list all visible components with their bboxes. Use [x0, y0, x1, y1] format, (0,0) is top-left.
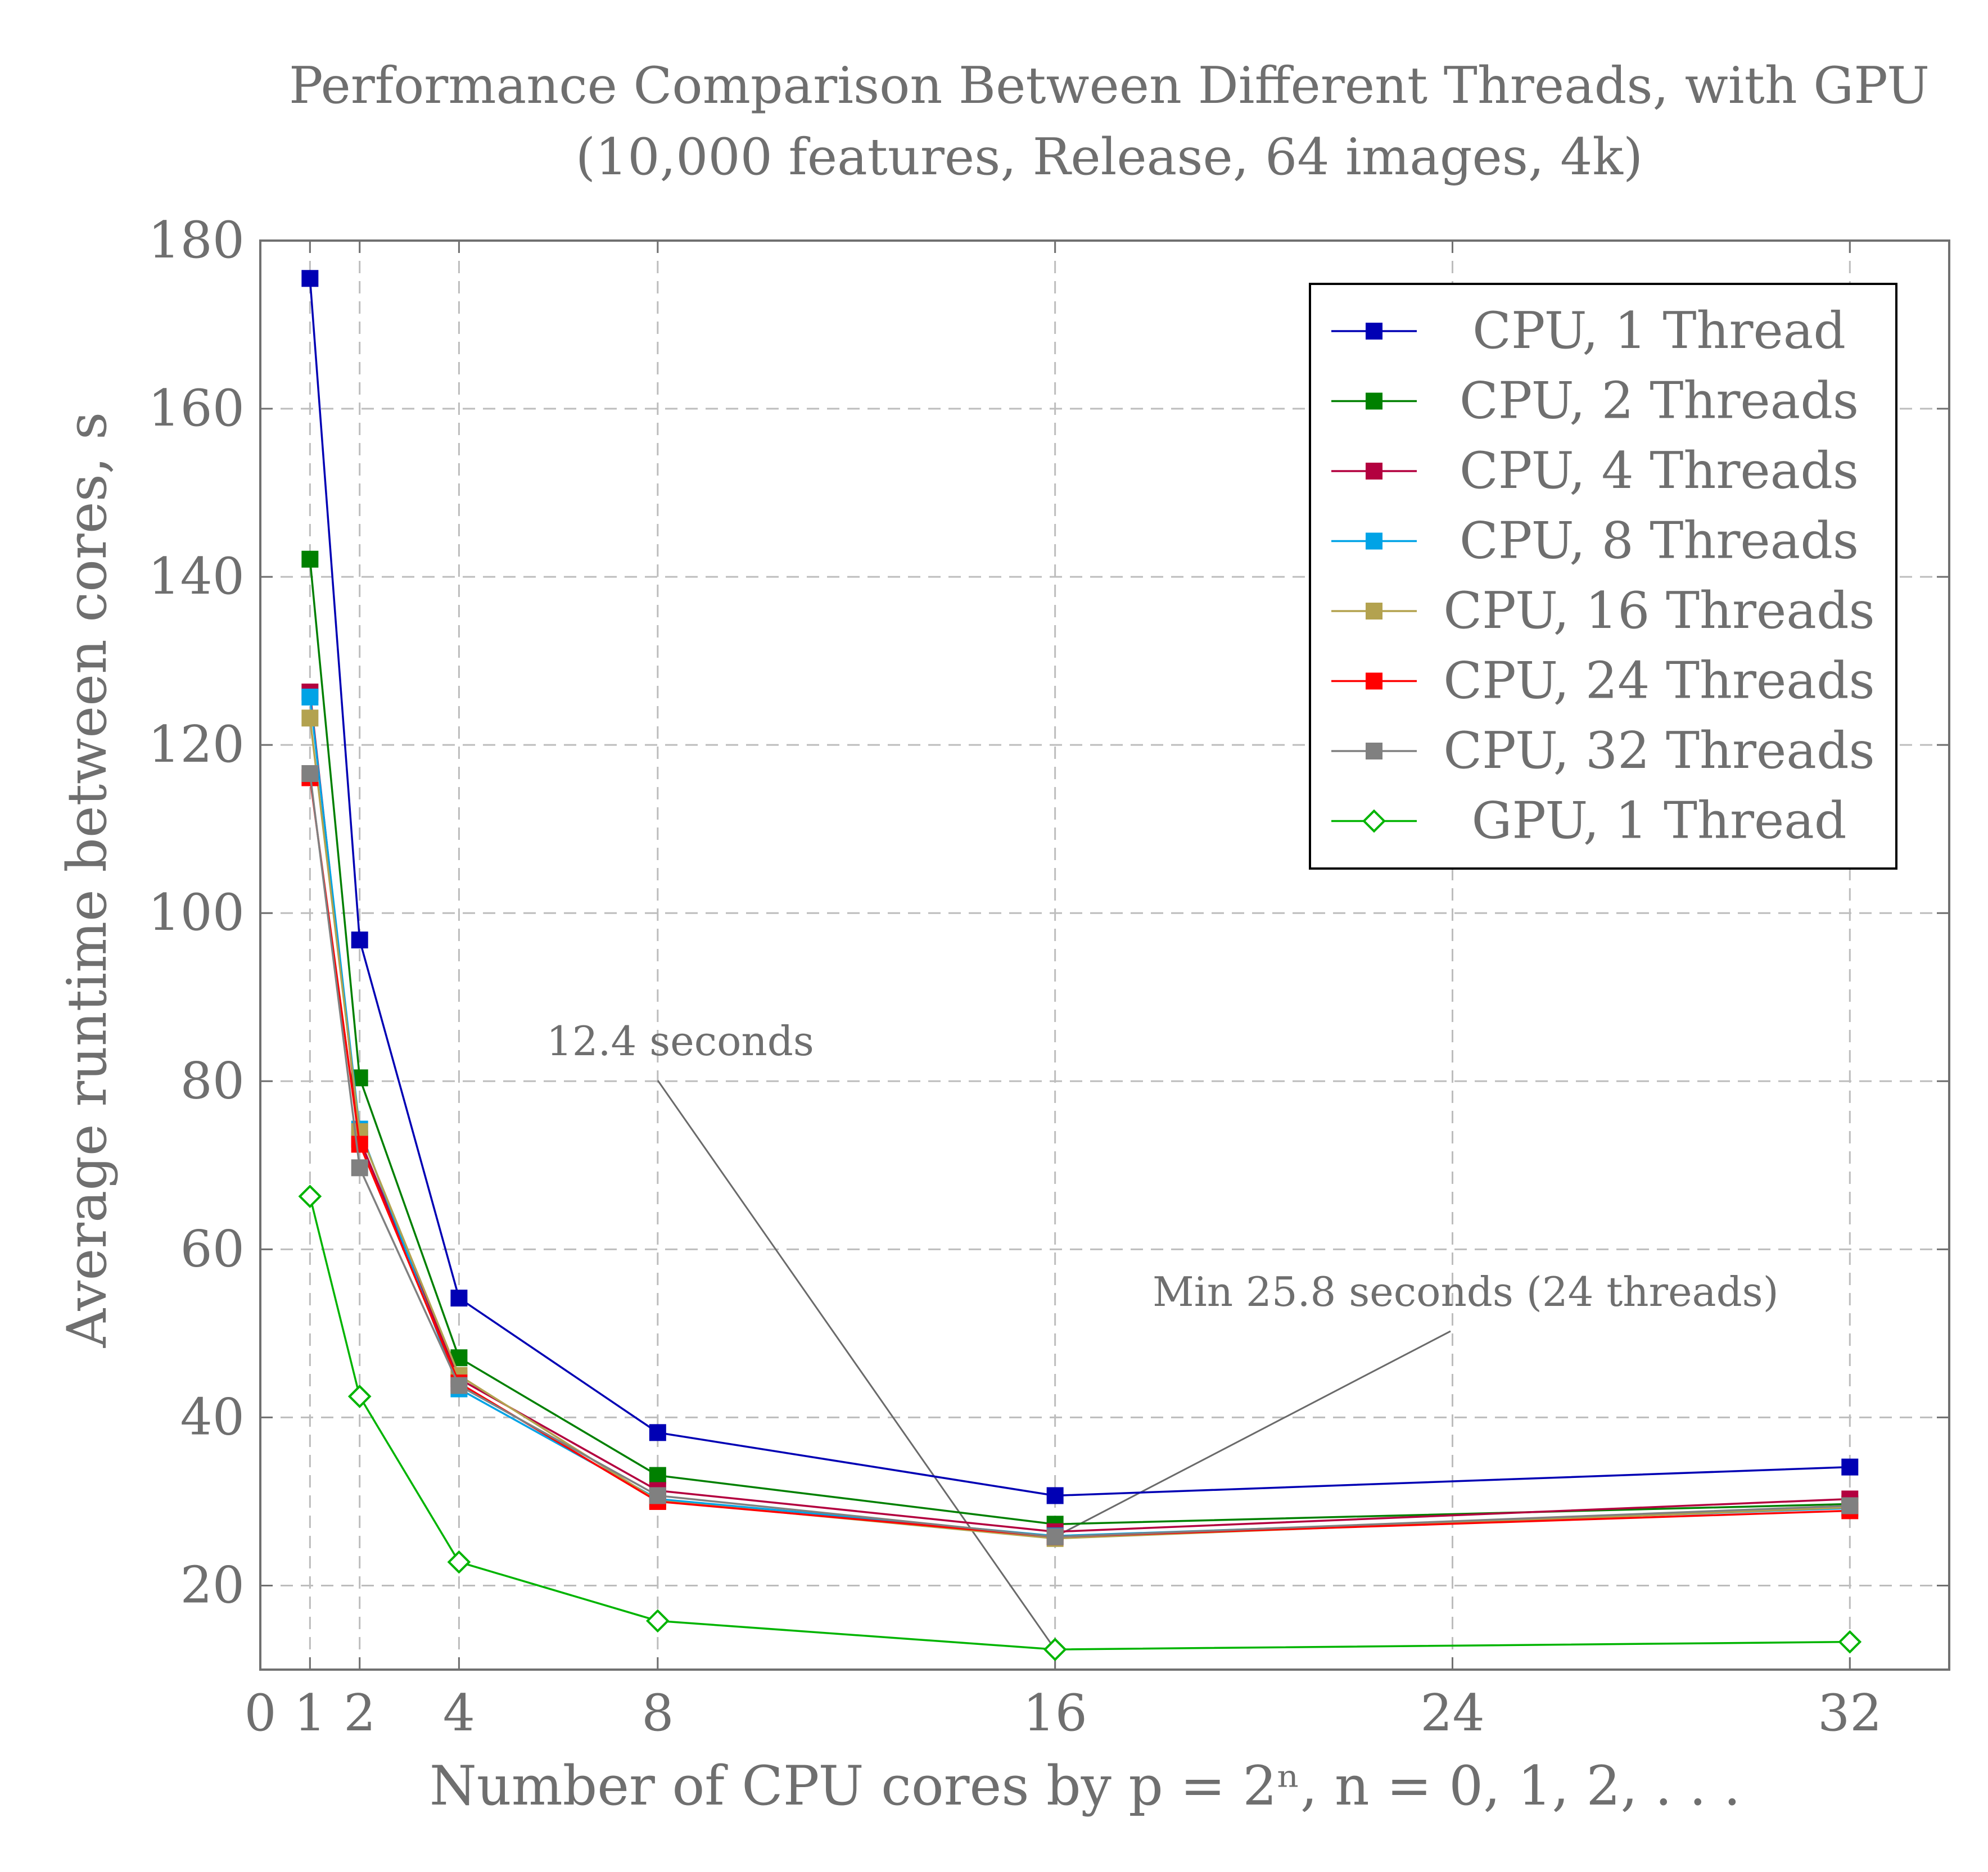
annotation-leader-line — [657, 1080, 1056, 1650]
legend-swatch-marker — [1362, 809, 1386, 833]
data-point — [298, 1184, 322, 1208]
annotation-labels: 12.4 seconds Min 25.8 seconds (24 threads… — [546, 1018, 1779, 1315]
y-tick-label: 80 — [180, 1051, 245, 1110]
y-tick-labels: 20 40 60 80 100 120 140 160 180 — [148, 211, 245, 1615]
x-tick-label: 2 — [344, 1684, 376, 1743]
series-line — [309, 773, 1850, 1538]
legend-swatch-marker — [1366, 463, 1382, 480]
series-6 — [301, 765, 1859, 1545]
series-0 — [301, 270, 1859, 1504]
data-point — [1841, 1458, 1859, 1476]
legend-label: CPU, 4 Threads — [1460, 441, 1859, 500]
data-point — [351, 932, 368, 949]
data-point — [1838, 1630, 1862, 1654]
legend-label: CPU, 16 Threads — [1443, 581, 1875, 640]
x-tick-label: 16 — [1023, 1684, 1087, 1743]
y-tick-label: 120 — [148, 715, 245, 774]
x-tick-label: 24 — [1420, 1684, 1485, 1743]
x-tick-label: 1 — [294, 1684, 326, 1743]
data-point — [1841, 1497, 1859, 1514]
y-tick-label: 60 — [180, 1219, 245, 1278]
y-tick-label: 140 — [148, 547, 245, 606]
y-tick-label: 180 — [148, 211, 245, 270]
x-tick-label: 8 — [641, 1684, 674, 1743]
y-axis-label: Average runtime between cores, s — [56, 412, 119, 1348]
y-tick-label: 100 — [148, 883, 245, 942]
series-line — [309, 777, 1850, 1538]
x-axis-label: Number of CPU cores by p = 2ⁿ, n = 0, 1,… — [430, 1755, 1741, 1817]
y-tick-label: 20 — [180, 1556, 245, 1615]
data-point — [649, 1467, 666, 1484]
y-tick-label: 160 — [148, 379, 245, 438]
data-point — [649, 1424, 666, 1441]
series-5 — [301, 769, 1859, 1545]
legend-swatch-marker — [1366, 672, 1382, 690]
legend-swatch-marker — [1366, 392, 1382, 410]
annotation-label: 12.4 seconds — [546, 1018, 814, 1065]
data-point — [301, 709, 319, 727]
series-line — [309, 1196, 1850, 1651]
y-tick-label: 40 — [180, 1387, 245, 1446]
annotation-leader-line — [1054, 1330, 1451, 1538]
data-point — [301, 688, 319, 706]
annotation-label: Min 25.8 seconds (24 threads) — [1153, 1268, 1779, 1315]
series-line — [309, 278, 1850, 1497]
data-point — [447, 1550, 471, 1574]
chart-title: Performance Comparison Between Different… — [289, 56, 1930, 115]
data-point — [301, 550, 319, 568]
data-point — [1046, 1528, 1064, 1545]
legend-swatch-marker — [1366, 603, 1382, 620]
x-tick-label: 32 — [1818, 1684, 1882, 1743]
plot-frame — [259, 239, 1950, 1671]
x-tick-labels: 0 1 2 4 8 16 24 32 — [244, 1684, 1882, 1743]
data-point — [450, 1377, 468, 1394]
legend-swatch-marker — [1366, 743, 1382, 759]
series-line — [309, 559, 1850, 1526]
legend-label: CPU, 32 Threads — [1443, 721, 1875, 780]
legend-label: CPU, 2 Threads — [1460, 372, 1859, 431]
data-point — [301, 270, 319, 287]
annotation-lines — [657, 1080, 1451, 1650]
data-point — [347, 1385, 372, 1408]
x-tick-label: 0 — [244, 1684, 276, 1743]
data-point — [351, 1136, 368, 1153]
chart-subtitle: (10,000 features, Release, 64 images, 4k… — [576, 128, 1643, 187]
data-point — [645, 1609, 670, 1633]
data-point — [450, 1290, 468, 1307]
x-tick-label: 4 — [443, 1684, 475, 1743]
data-point — [1043, 1638, 1067, 1661]
series-lines — [298, 270, 1862, 1661]
data-point — [351, 1159, 368, 1177]
data-point — [1046, 1487, 1064, 1504]
legend-box — [1309, 283, 1897, 870]
legend-swatch-marker — [1366, 532, 1382, 550]
legend-label: CPU, 1 Thread — [1472, 301, 1846, 360]
series-7 — [298, 1184, 1862, 1661]
legend-label: CPU, 24 Threads — [1443, 652, 1875, 711]
legend: CPU, 1 Thread CPU, 2 Threads CPU, 4 Thread… — [1309, 283, 1897, 870]
legend-swatch-marker — [1366, 323, 1382, 340]
data-point — [649, 1487, 666, 1504]
legend-label: GPU, 1 Thread — [1471, 792, 1846, 851]
legend-label: CPU, 8 Threads — [1460, 512, 1859, 571]
data-point — [301, 765, 319, 783]
